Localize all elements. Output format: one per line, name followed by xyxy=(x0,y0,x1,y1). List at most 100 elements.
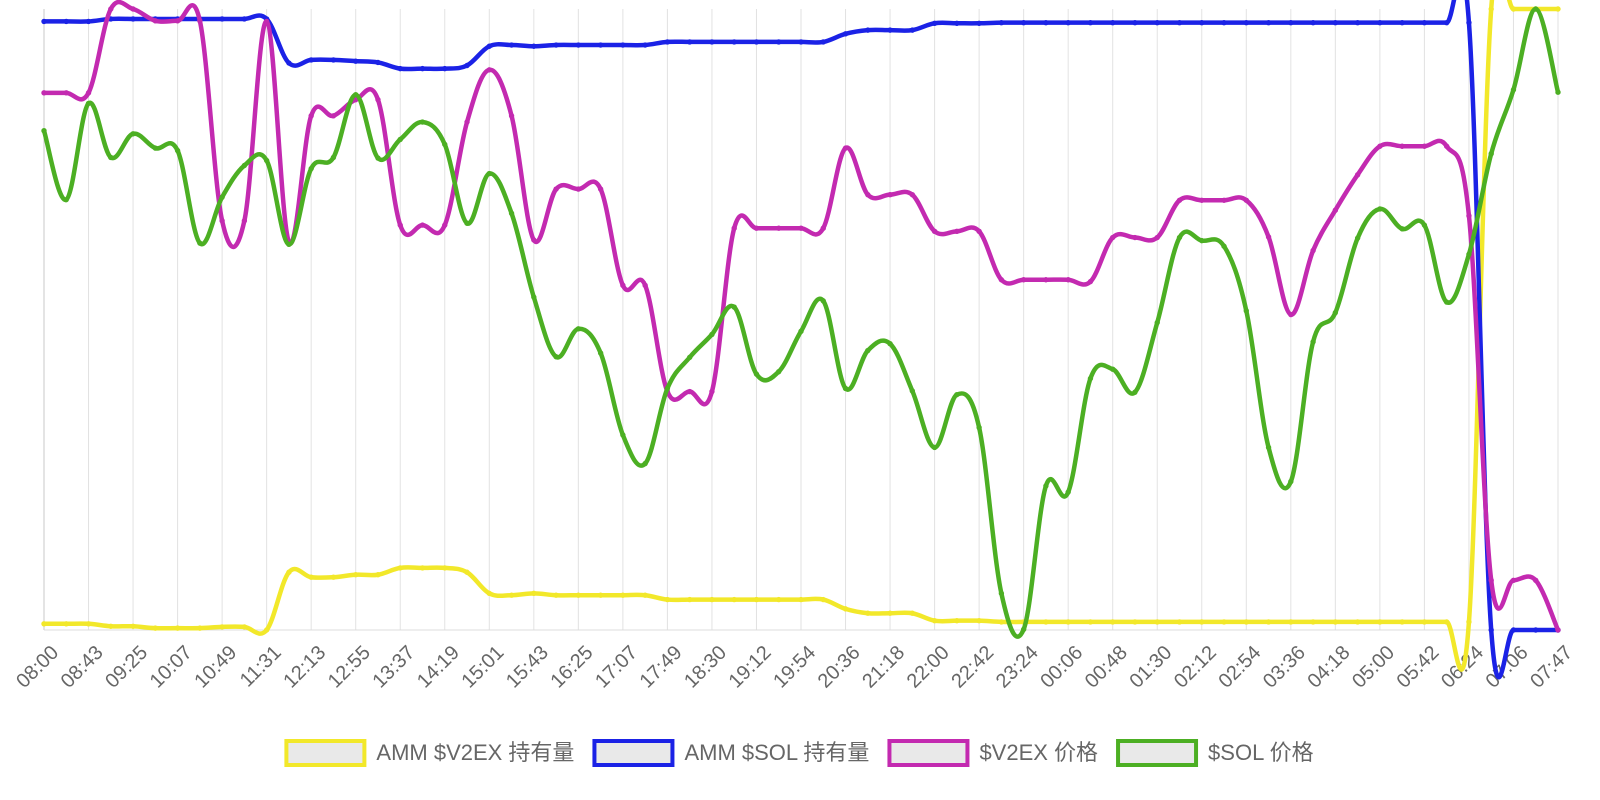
data-point[interactable] xyxy=(798,39,804,45)
data-point[interactable] xyxy=(776,225,782,231)
data-point[interactable] xyxy=(1265,19,1272,26)
data-point[interactable] xyxy=(664,596,671,603)
data-point[interactable] xyxy=(1421,222,1428,228)
data-point[interactable] xyxy=(375,572,381,578)
data-point[interactable] xyxy=(686,39,693,45)
data-point[interactable] xyxy=(41,128,47,134)
data-point[interactable] xyxy=(931,20,938,26)
data-point[interactable] xyxy=(1065,489,1071,495)
data-point[interactable] xyxy=(642,592,648,598)
data-point[interactable] xyxy=(1265,619,1272,625)
data-point[interactable] xyxy=(464,220,470,226)
data-point[interactable] xyxy=(1243,19,1249,26)
data-point[interactable] xyxy=(998,590,1005,597)
data-point[interactable] xyxy=(152,18,159,24)
data-point[interactable] xyxy=(931,617,938,624)
data-point[interactable] xyxy=(531,43,537,49)
data-point[interactable] xyxy=(41,18,47,25)
data-point[interactable] xyxy=(1377,19,1383,26)
data-point[interactable] xyxy=(1533,627,1539,633)
data-point[interactable] xyxy=(1243,308,1249,314)
data-point[interactable] xyxy=(731,596,737,603)
data-point[interactable] xyxy=(1488,627,1494,633)
data-point[interactable] xyxy=(887,610,893,616)
data-point[interactable] xyxy=(486,43,492,49)
data-point[interactable] xyxy=(241,624,248,630)
data-point[interactable] xyxy=(686,354,693,361)
data-point[interactable] xyxy=(1354,235,1361,241)
data-point[interactable] xyxy=(1110,234,1116,241)
data-point[interactable] xyxy=(1199,619,1205,625)
data-point[interactable] xyxy=(1087,375,1094,382)
data-point[interactable] xyxy=(1399,19,1405,26)
data-point[interactable] xyxy=(63,621,69,627)
data-point[interactable] xyxy=(798,225,804,231)
data-point[interactable] xyxy=(419,119,426,125)
data-point[interactable] xyxy=(1466,251,1472,257)
data-point[interactable] xyxy=(286,60,292,66)
data-point[interactable] xyxy=(1354,619,1361,625)
data-point[interactable] xyxy=(330,574,337,580)
data-point[interactable] xyxy=(753,371,760,377)
data-point[interactable] xyxy=(1443,619,1450,625)
data-point[interactable] xyxy=(1265,234,1272,240)
data-point[interactable] xyxy=(286,569,292,575)
data-point[interactable] xyxy=(63,18,69,25)
data-point[interactable] xyxy=(1221,19,1227,26)
data-point[interactable] xyxy=(1488,150,1494,157)
data-point[interactable] xyxy=(1310,619,1316,625)
data-point[interactable] xyxy=(954,20,960,26)
data-point[interactable] xyxy=(1176,197,1183,203)
data-point[interactable] xyxy=(531,294,537,300)
data-point[interactable] xyxy=(330,154,337,161)
data-point[interactable] xyxy=(931,444,938,451)
data-point[interactable] xyxy=(1466,213,1472,219)
data-point[interactable] xyxy=(531,590,537,597)
data-point[interactable] xyxy=(486,170,492,177)
data-point[interactable] xyxy=(197,625,203,631)
data-point[interactable] xyxy=(1332,619,1339,625)
data-point[interactable] xyxy=(1176,234,1183,241)
data-point[interactable] xyxy=(1354,19,1361,26)
data-point[interactable] xyxy=(397,222,403,228)
data-point[interactable] xyxy=(330,113,337,119)
data-point[interactable] xyxy=(464,62,470,69)
data-point[interactable] xyxy=(709,331,715,338)
data-point[interactable] xyxy=(263,18,270,25)
data-point[interactable] xyxy=(842,385,849,392)
data-point[interactable] xyxy=(553,42,559,48)
data-point[interactable] xyxy=(820,298,826,304)
data-point[interactable] xyxy=(108,6,114,12)
data-point[interactable] xyxy=(41,90,47,96)
data-point[interactable] xyxy=(597,350,604,356)
data-point[interactable] xyxy=(1377,143,1383,149)
data-point[interactable] xyxy=(397,136,403,143)
data-point[interactable] xyxy=(1288,19,1294,26)
data-point[interactable] xyxy=(108,154,114,161)
data-point[interactable] xyxy=(865,610,871,616)
legend-item-3[interactable]: $V2EX 价格 xyxy=(887,739,1098,767)
data-point[interactable] xyxy=(887,191,893,198)
data-point[interactable] xyxy=(1110,619,1116,625)
data-point[interactable] xyxy=(1555,89,1561,95)
data-point[interactable] xyxy=(753,39,760,45)
data-point[interactable] xyxy=(931,228,938,235)
data-point[interactable] xyxy=(686,596,693,603)
data-point[interactable] xyxy=(197,240,203,246)
data-point[interactable] xyxy=(909,191,916,198)
data-point[interactable] xyxy=(219,16,225,22)
data-point[interactable] xyxy=(397,565,403,571)
data-point[interactable] xyxy=(241,162,248,169)
data-point[interactable] xyxy=(1132,234,1138,241)
data-point[interactable] xyxy=(1132,389,1138,395)
data-point[interactable] xyxy=(219,624,225,630)
data-point[interactable] xyxy=(597,42,604,48)
data-point[interactable] xyxy=(1110,19,1116,26)
data-point[interactable] xyxy=(1020,626,1027,633)
data-point[interactable] xyxy=(1043,483,1049,489)
data-point[interactable] xyxy=(1176,619,1183,625)
data-point[interactable] xyxy=(41,621,47,627)
data-point[interactable] xyxy=(442,222,448,228)
data-point[interactable] xyxy=(887,341,893,347)
data-point[interactable] xyxy=(108,623,114,629)
